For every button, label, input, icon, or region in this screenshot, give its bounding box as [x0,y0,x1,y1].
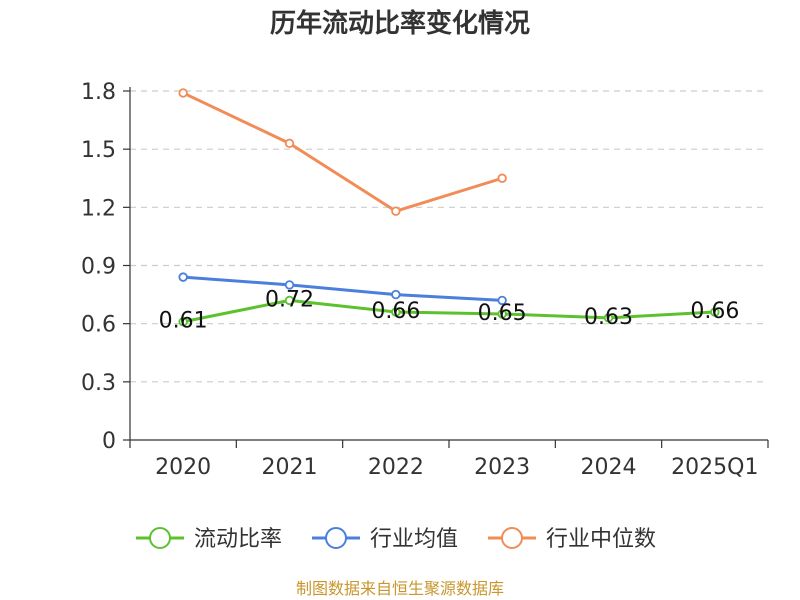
y-tick-label: 0 [102,429,116,454]
x-tick-label: 2025Q1 [671,455,758,480]
data-label: 0.66 [690,299,739,324]
series-point-1 [710,307,720,317]
chart-title: 历年流动比率变化情况 [270,8,530,39]
legend-marker-circle [501,527,523,549]
series-line-3 [182,91,503,213]
series-point-1 [284,295,295,306]
legend-label: 行业均值 [370,527,458,552]
series-point-2 [391,289,401,300]
legend-marker-circle [325,527,347,549]
series-point-1 [497,309,507,319]
series-point-2 [178,272,188,282]
y-tick-label: 1.2 [81,196,116,221]
data-label: 0.61 [159,309,208,334]
y-tick-label: 0.6 [81,313,116,338]
series-point-1 [178,317,188,327]
data-label: 0.65 [478,301,527,326]
x-tick-label: 2024 [581,455,637,480]
series-point-2 [497,295,507,306]
y-tick-label: 0.9 [81,255,116,280]
x-tick-label: 2022 [368,455,424,480]
legend-marker-circle [149,527,171,549]
series-point-3 [284,138,295,149]
x-tick-label: 2020 [155,455,211,480]
series-line-1 [182,298,715,324]
y-tick-label: 1.8 [81,80,116,105]
data-source-note: 制图数据来自恒生聚源数据库 [296,579,504,598]
legend-label: 流动比率 [194,527,282,552]
y-tick-label: 0.3 [81,371,116,396]
x-tick-label: 2021 [262,455,318,480]
series-point-2 [284,280,295,290]
series-point-1 [391,307,401,317]
data-label: 0.63 [584,305,633,330]
y-tick-label: 1.5 [81,138,116,163]
x-tick-label: 2023 [474,455,530,480]
series-point-3 [497,173,507,183]
series-point-3 [178,88,188,98]
series-line-2 [183,275,503,302]
data-label: 0.72 [265,287,314,312]
series-point-1 [603,313,614,323]
legend-label: 行业中位数 [546,527,656,552]
data-label: 0.66 [371,299,420,324]
series-point-3 [391,206,401,216]
